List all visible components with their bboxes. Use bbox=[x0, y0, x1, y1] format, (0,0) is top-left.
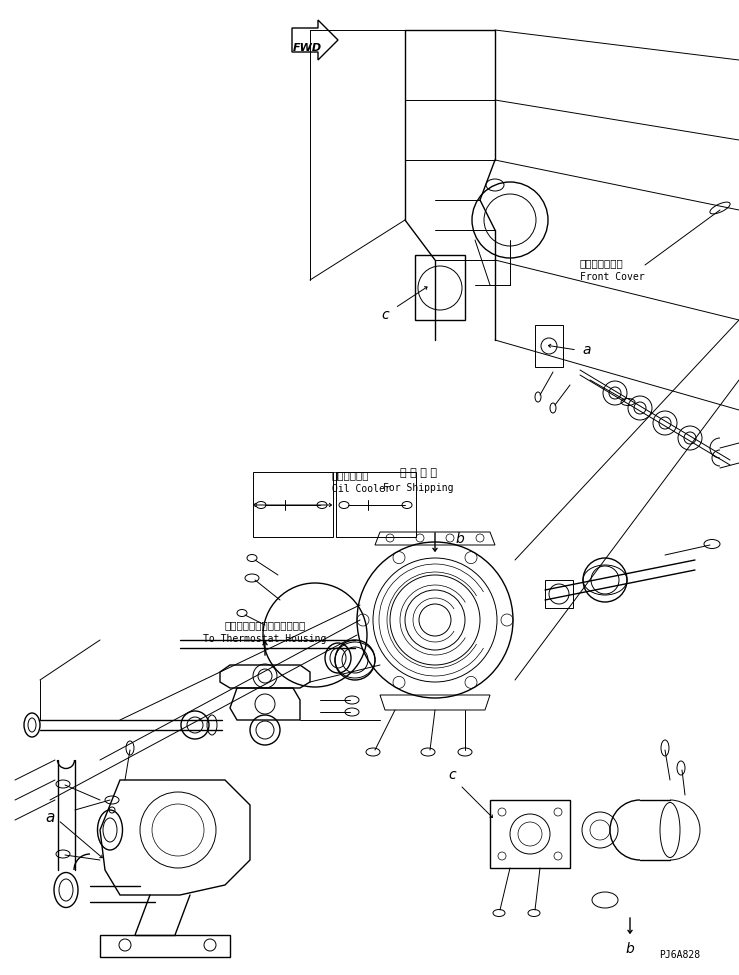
Text: For Shipping: For Shipping bbox=[383, 483, 453, 493]
Text: a: a bbox=[582, 343, 590, 357]
Text: To Thermostat Housing: To Thermostat Housing bbox=[203, 634, 327, 644]
Text: FWD: FWD bbox=[293, 43, 321, 53]
Bar bbox=[336, 472, 416, 537]
Text: フロントカバー: フロントカバー bbox=[580, 258, 624, 268]
Text: オイルクーラ: オイルクーラ bbox=[332, 470, 370, 480]
Text: PJ6A828: PJ6A828 bbox=[659, 950, 700, 960]
Bar bbox=[415, 255, 465, 320]
Text: 運 搜 部 品: 運 搜 部 品 bbox=[400, 468, 437, 478]
Bar bbox=[253, 472, 333, 537]
Bar bbox=[545, 580, 573, 608]
Text: b: b bbox=[626, 942, 634, 956]
Bar bbox=[490, 800, 570, 868]
Text: c: c bbox=[448, 768, 456, 782]
Text: a: a bbox=[45, 810, 55, 825]
Bar bbox=[100, 935, 230, 957]
Bar bbox=[535, 325, 563, 367]
Text: c: c bbox=[381, 308, 389, 322]
Text: サーモスタットハウジングへ: サーモスタットハウジングへ bbox=[225, 620, 306, 630]
Text: Front Cover: Front Cover bbox=[580, 272, 644, 282]
Text: b: b bbox=[455, 532, 464, 546]
Text: Oil Cooler: Oil Cooler bbox=[332, 484, 391, 494]
